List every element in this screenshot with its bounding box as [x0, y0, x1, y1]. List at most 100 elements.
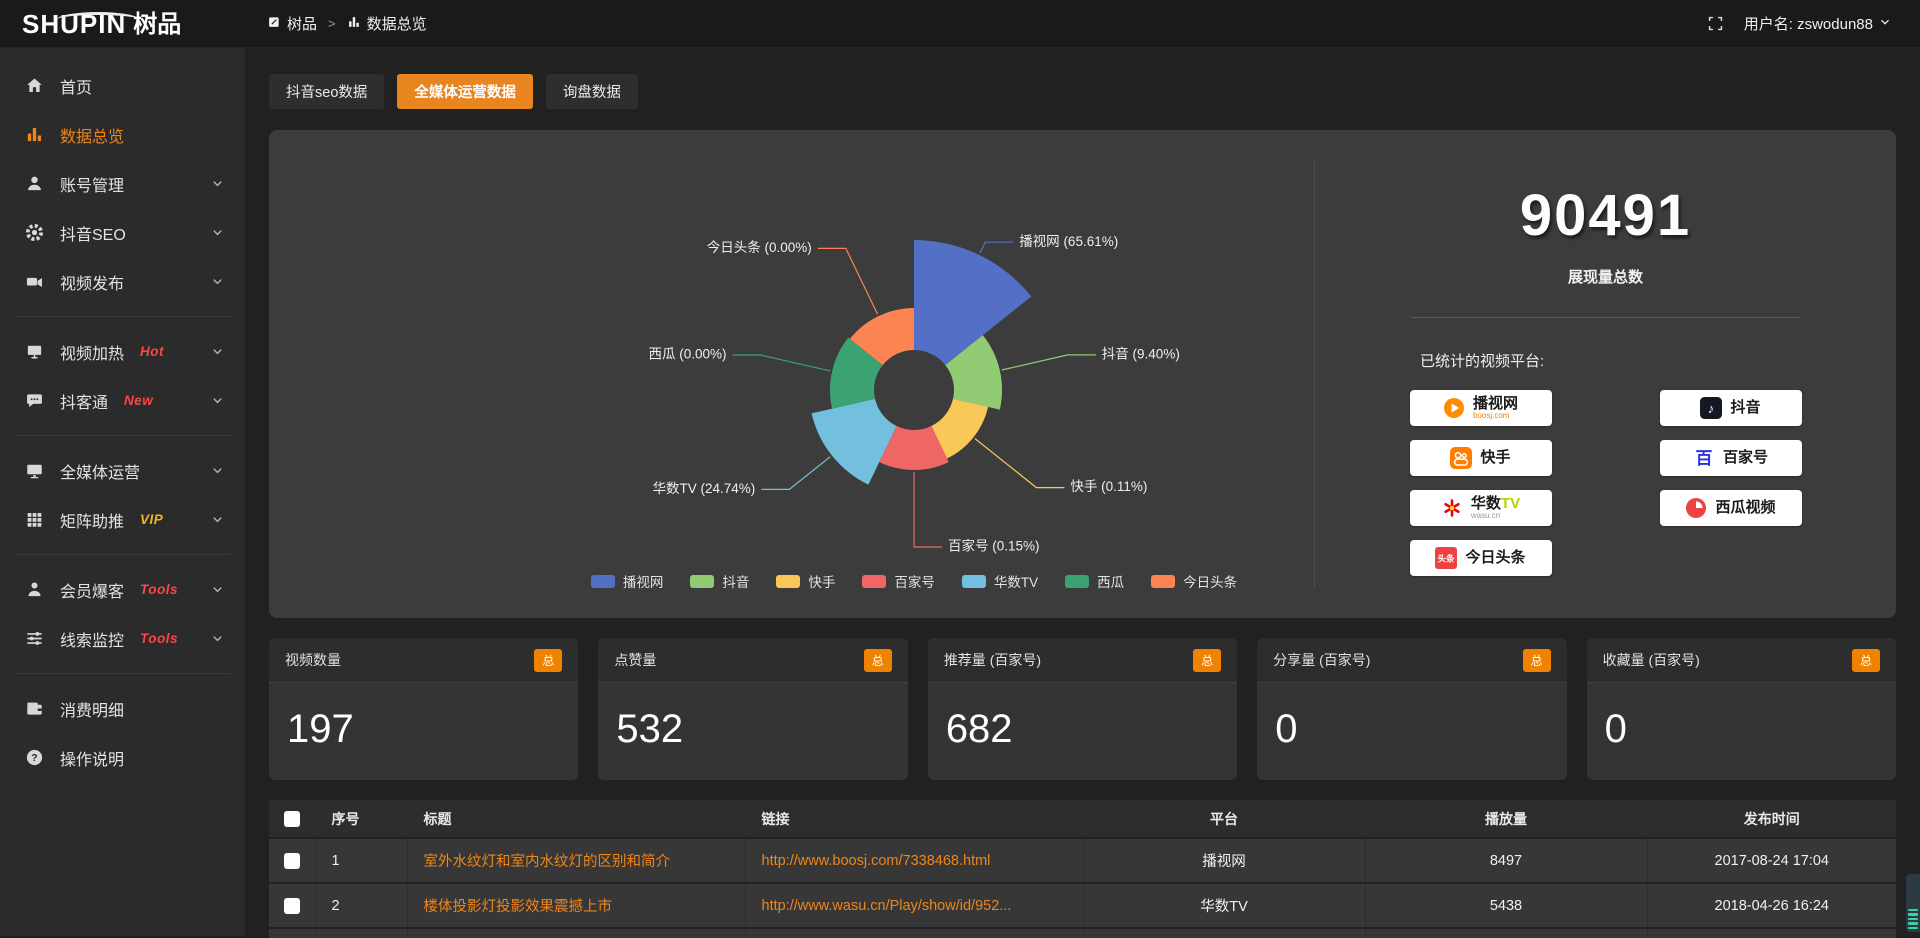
- sidebar-item-home[interactable]: 首页: [0, 61, 245, 110]
- stat-card-value: 0: [1587, 683, 1896, 780]
- row-checkbox[interactable]: [284, 853, 300, 869]
- stat-card-total-badge[interactable]: 总: [534, 649, 562, 672]
- legend-item-1[interactable]: 抖音: [690, 571, 749, 591]
- chevron-down-icon: [1878, 15, 1892, 33]
- sidebar-item-question[interactable]: ? 操作说明: [0, 733, 245, 782]
- user-menu[interactable]: 用户名: zswodun88: [1744, 13, 1892, 34]
- stat-card-total-badge[interactable]: 总: [1523, 649, 1551, 672]
- stat-card-total-badge[interactable]: 总: [1193, 649, 1221, 672]
- sidebar-item-gear[interactable]: 抖音SEO: [0, 208, 245, 257]
- legend-item-3[interactable]: 百家号: [862, 571, 935, 591]
- sidebar-item-label: 操作说明: [60, 746, 124, 770]
- stat-card-header: 分享量 (百家号)总: [1257, 638, 1566, 683]
- platform-name: 西瓜视频: [1715, 500, 1775, 516]
- platform-name: 快手: [1480, 450, 1510, 466]
- legend-label: 今日头条: [1183, 571, 1237, 591]
- chevron-down-icon: [210, 344, 225, 359]
- sidebar-item-monitor[interactable]: 全媒体运营: [0, 446, 245, 495]
- sidebar-item-user[interactable]: 账号管理: [0, 159, 245, 208]
- select-all-checkbox[interactable]: [284, 811, 300, 827]
- fullscreen-icon[interactable]: [1707, 15, 1724, 32]
- legend-item-6[interactable]: 今日头条: [1151, 571, 1237, 591]
- tab-1[interactable]: 全媒体运营数据: [397, 74, 533, 109]
- sidebar-item-label: 线索监控: [60, 627, 124, 651]
- platform-pill-kuaishou[interactable]: 快手: [1410, 440, 1552, 476]
- sidebar-item-bar-chart[interactable]: 数据总览: [0, 110, 245, 159]
- chat-icon: [25, 391, 45, 410]
- stat-card-total-badge[interactable]: 总: [1852, 649, 1880, 672]
- app-logo: SHUPIN 树品: [0, 11, 245, 37]
- sidebar-badge-tools: Tools: [140, 582, 178, 597]
- legend-item-2[interactable]: 快手: [776, 571, 835, 591]
- breadcrumb-item-shupin[interactable]: 树品: [267, 13, 317, 34]
- legend-swatch: [962, 575, 986, 588]
- tab-0[interactable]: 抖音seo数据: [269, 74, 384, 109]
- edit-square-icon: [267, 15, 281, 33]
- video-icon: [25, 272, 45, 291]
- total-impressions-label: 展现量总数: [1315, 266, 1896, 287]
- username-label: 用户名: zswodun88: [1744, 13, 1873, 34]
- sidebar-item-label: 全媒体运营: [60, 459, 140, 483]
- row-title-link[interactable]: 楼体投影灯投影效果震撼上市: [407, 883, 745, 928]
- row-num: 2: [315, 883, 407, 928]
- sidebar-divider: [15, 316, 230, 317]
- legend-label: 西瓜: [1097, 571, 1124, 591]
- row-url-link[interactable]: http://www.boosj.com/7338468.html: [745, 838, 1083, 883]
- sidebar-item-label: 抖客通: [60, 389, 108, 413]
- stat-card-header: 推荐量 (百家号)总: [928, 638, 1237, 683]
- breadcrumb-item-data-overview[interactable]: 数据总览: [347, 13, 427, 34]
- column-header-5: 发布时间: [1647, 800, 1896, 838]
- pie-slice-4[interactable]: [812, 399, 897, 485]
- stat-card-total-badge[interactable]: 总: [864, 649, 892, 672]
- platform-pill-xigua[interactable]: 西瓜视频: [1660, 490, 1802, 526]
- pie-label-4: 华数TV (24.74%): [653, 481, 756, 496]
- pie-label-0: 播视网 (65.61%): [1019, 234, 1118, 249]
- row-title-link[interactable]: 室外水纹灯和室内水纹灯的区别和简介: [407, 838, 745, 883]
- stat-card-value: 682: [928, 683, 1237, 780]
- legend-item-5[interactable]: 西瓜: [1065, 571, 1124, 591]
- platform-name: 华数TV: [1471, 496, 1520, 512]
- row-select-cell: [269, 883, 315, 928]
- question-icon: ?: [25, 748, 45, 767]
- platform-pill-text: 抖音: [1730, 400, 1760, 416]
- row-plays: 8497: [1365, 838, 1647, 883]
- grid-icon: [25, 510, 45, 529]
- row-checkbox[interactable]: [284, 898, 300, 914]
- wallet-icon: [25, 699, 45, 718]
- sidebar-item-wallet[interactable]: 消费明细: [0, 684, 245, 733]
- platform-pill-douyin[interactable]: ♪抖音: [1660, 390, 1802, 426]
- main-content: 抖音seo数据全媒体运营数据询盘数据 播视网 (65.61%)抖音 (9.40%…: [245, 48, 1920, 936]
- pie-label-leader-4: [761, 457, 830, 490]
- stat-card-title: 点赞量: [614, 650, 656, 670]
- platform-pill-baijiahao[interactable]: 百百家号: [1660, 440, 1802, 476]
- floating-scrollbar-widget[interactable]: [1906, 874, 1920, 932]
- legend-item-0[interactable]: 播视网: [591, 571, 664, 591]
- screen-icon: [25, 342, 45, 361]
- stat-card-header: 收藏量 (百家号)总: [1587, 638, 1896, 683]
- row-url-link[interactable]: http://www.wasu.cn/Play/show/id/952...: [745, 883, 1083, 928]
- tab-2[interactable]: 询盘数据: [546, 74, 638, 109]
- breadcrumb-label: 数据总览: [367, 13, 427, 34]
- column-header-4: 播放量: [1365, 800, 1647, 838]
- sidebar-item-label: 首页: [60, 74, 92, 98]
- pie-label-leader-3: [914, 472, 942, 547]
- row-platform: 播视网: [1083, 838, 1365, 883]
- boosj-logo-icon: [1443, 397, 1465, 419]
- bar-chart-icon: [25, 125, 45, 144]
- sidebar-item-video[interactable]: 视频发布: [0, 257, 245, 306]
- legend-item-4[interactable]: 华数TV: [962, 571, 1038, 591]
- platform-pill-text: 今日头条: [1465, 550, 1525, 566]
- top-bar: SHUPIN 树品 树品 > 数据总览 用户名: zswodun88: [0, 0, 1920, 48]
- platform-pill-toutiao[interactable]: 头条今日头条: [1410, 540, 1552, 576]
